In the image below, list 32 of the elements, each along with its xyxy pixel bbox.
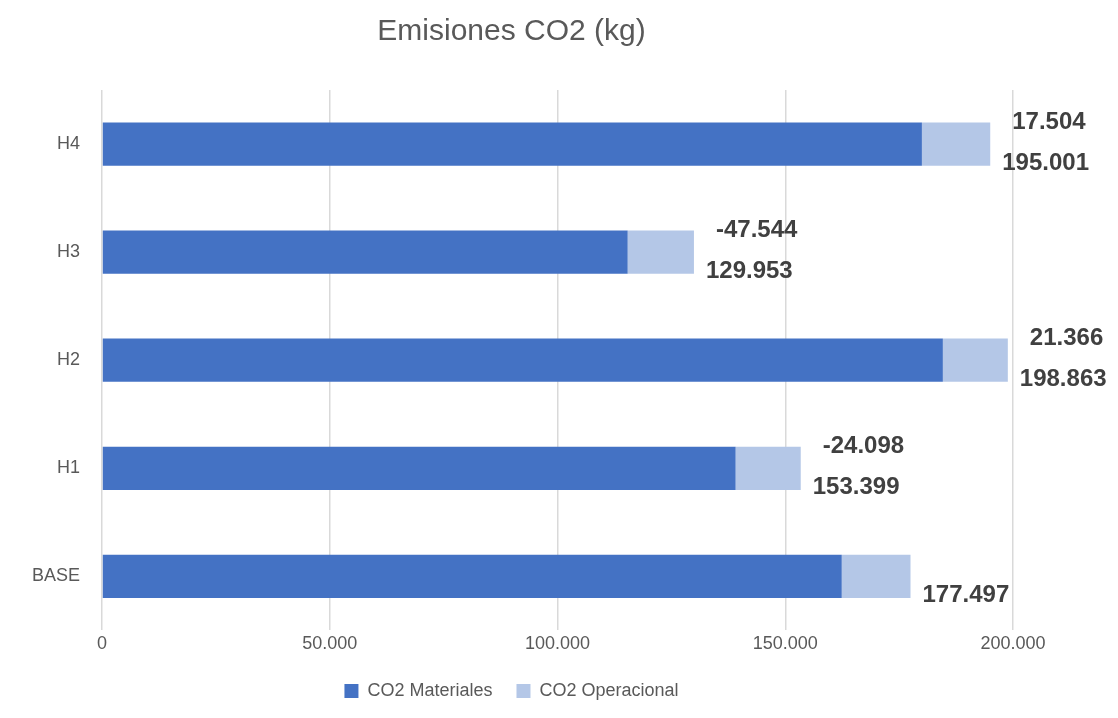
x-tick-label: 50.000 xyxy=(302,633,358,654)
chart-title: Emisiones CO2 (kg) xyxy=(377,13,646,47)
x-tick-label: 100.000 xyxy=(524,633,591,654)
legend-label: CO2 Materiales xyxy=(367,679,493,700)
bar xyxy=(942,338,1008,382)
annotation: 21.366 xyxy=(1029,323,1104,351)
total-label: 129.953 xyxy=(705,256,793,284)
y-tick-label: H3 xyxy=(57,241,81,262)
bar xyxy=(921,122,991,166)
annotation: -47.544 xyxy=(715,215,798,243)
bar xyxy=(102,446,736,490)
x-tick-label: 0 xyxy=(97,633,108,654)
bar xyxy=(102,122,922,166)
bar xyxy=(102,338,943,382)
x-tick-label: 150.000 xyxy=(752,633,818,654)
bar xyxy=(841,554,911,598)
bar xyxy=(627,230,694,274)
bar xyxy=(735,446,801,490)
total-label: 153.399 xyxy=(812,472,900,500)
y-tick-label: BASE xyxy=(31,565,81,586)
y-tick-label: H1 xyxy=(57,457,81,478)
total-label: 198.863 xyxy=(1019,364,1107,392)
total-label: 177.497 xyxy=(922,580,1010,608)
annotation: -24.098 xyxy=(822,431,905,459)
x-tick-label: 200.000 xyxy=(980,633,1046,654)
y-tick-label: H4 xyxy=(57,133,81,154)
annotation: 17.504 xyxy=(1012,107,1087,135)
y-tick-label: H2 xyxy=(57,349,81,370)
bar xyxy=(102,230,628,274)
bar xyxy=(102,554,842,598)
total-label: 195.001 xyxy=(1002,148,1089,176)
legend-label: CO2 Operacional xyxy=(539,679,679,700)
